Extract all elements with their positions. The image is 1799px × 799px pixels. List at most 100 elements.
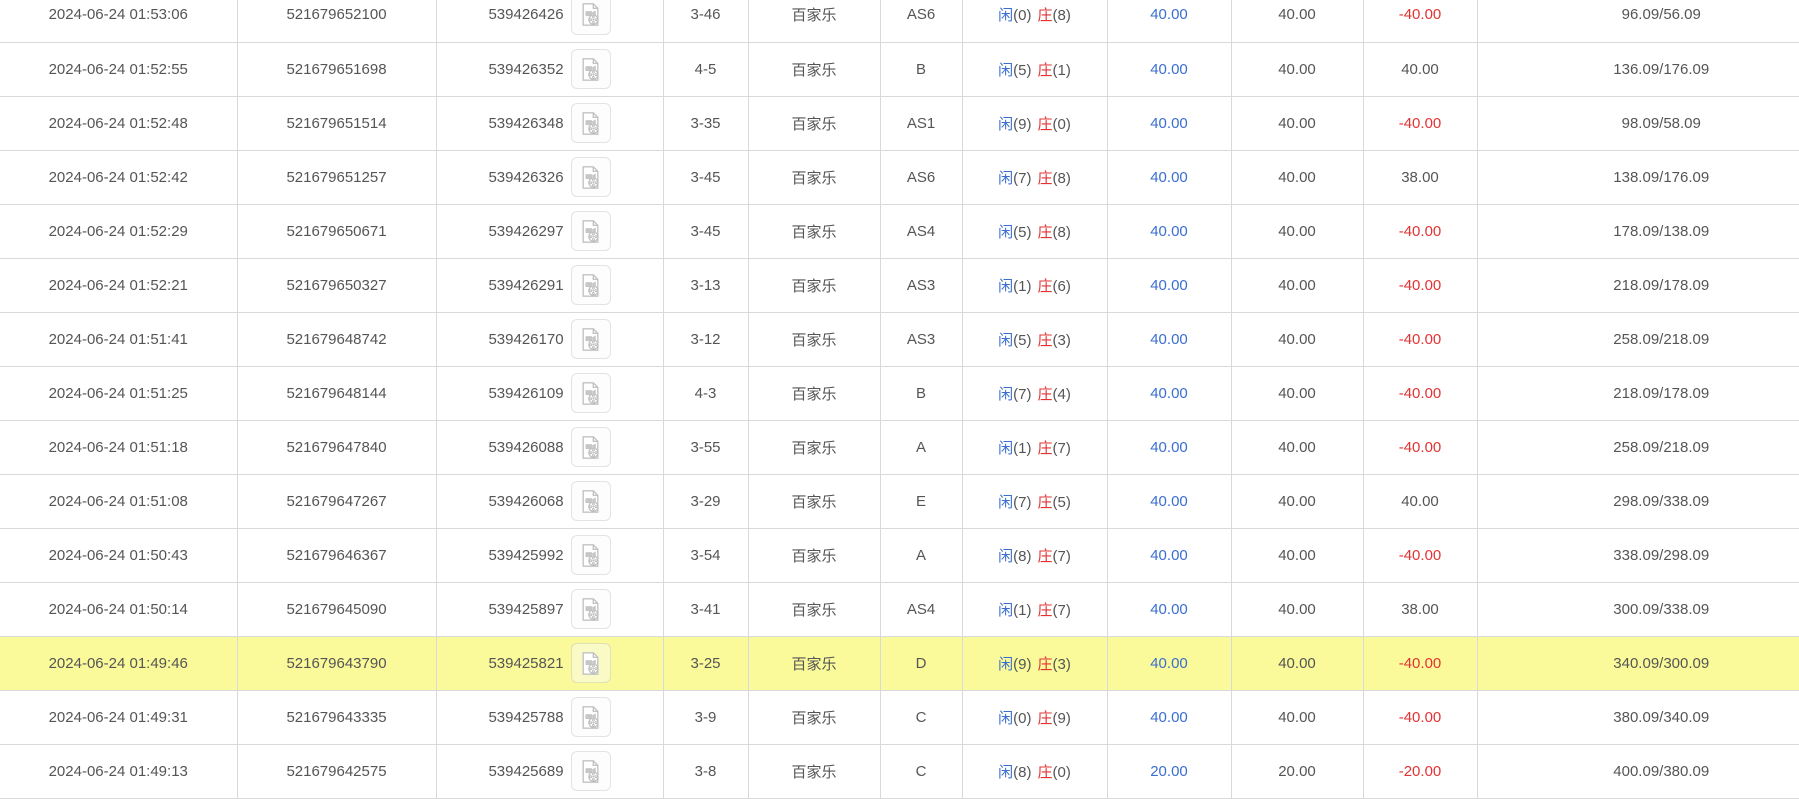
- game-name-text: 百家乐: [791, 115, 837, 133]
- cell-win-loss: -40.00: [1362, 311, 1478, 367]
- cell-table-number: 3-13: [662, 257, 749, 313]
- table-row[interactable]: 2024-06-24 01:53:06 521679652100 5394264…: [0, 0, 1799, 43]
- table-row[interactable]: 2024-06-24 01:50:43 521679646367 5394259…: [0, 527, 1799, 583]
- video-replay-button[interactable]: [570, 157, 611, 197]
- cell-round-number: 539425897: [435, 581, 664, 637]
- cell-game-result: 闲(5) 庄(8): [961, 203, 1108, 259]
- bet-amount-text: 40.00: [1278, 384, 1316, 402]
- win-loss-amount: -40.00: [1398, 222, 1442, 240]
- cell-balance: 300.09/338.09: [1476, 581, 1799, 637]
- banker-label: 庄: [1037, 385, 1053, 403]
- game-name-text: 百家乐: [791, 169, 837, 187]
- cell-order-number: 521679647840: [236, 419, 437, 475]
- cell-game-name: 百家乐: [747, 635, 881, 691]
- table-row[interactable]: 2024-06-24 01:51:25 521679648144 5394261…: [0, 365, 1799, 421]
- table-number-text: 3-35: [690, 114, 721, 132]
- cell-order-number: 521679651514: [236, 95, 437, 151]
- cell-bet-time: 2024-06-24 01:50:43: [0, 527, 238, 583]
- video-replay-button[interactable]: [570, 427, 611, 467]
- table-row[interactable]: 2024-06-24 01:50:14 521679645090 5394258…: [0, 581, 1799, 637]
- table-row[interactable]: 2024-06-24 01:49:13 521679642575 5394256…: [0, 743, 1799, 799]
- cell-table-code: AS6: [879, 149, 963, 205]
- table-code-text: AS3: [906, 330, 936, 348]
- cell-round-number: 539426109: [435, 365, 664, 421]
- video-replay-button[interactable]: [570, 643, 611, 683]
- table-row[interactable]: 2024-06-24 01:52:21 521679650327 5394262…: [0, 257, 1799, 313]
- balance-text: 136.09/176.09: [1613, 60, 1710, 78]
- video-replay-button[interactable]: [570, 211, 611, 251]
- bet-amount-text: 40.00: [1278, 6, 1316, 24]
- cell-valid-bet: 40.00: [1106, 419, 1232, 475]
- video-file-icon: [582, 651, 599, 675]
- table-row[interactable]: 2024-06-24 01:52:42 521679651257 5394263…: [0, 149, 1799, 205]
- valid-bet-amount: 40.00: [1150, 114, 1188, 132]
- cell-game-result: 闲(5) 庄(3): [961, 311, 1108, 367]
- video-replay-button[interactable]: [570, 49, 611, 89]
- video-replay-button[interactable]: [570, 103, 611, 143]
- cell-win-loss: -40.00: [1362, 95, 1478, 151]
- cell-valid-bet: 20.00: [1106, 743, 1232, 799]
- cell-bet-time: 2024-06-24 01:51:08: [0, 473, 238, 529]
- valid-bet-amount: 40.00: [1150, 330, 1188, 348]
- video-replay-button[interactable]: [570, 697, 611, 737]
- order-number-text: 521679647267: [286, 492, 387, 510]
- video-replay-button[interactable]: [570, 481, 611, 521]
- cell-table-code: AS3: [879, 311, 963, 367]
- cell-bet-time: 2024-06-24 01:49:46: [0, 635, 238, 691]
- banker-label: 庄: [1037, 493, 1053, 511]
- cell-game-name: 百家乐: [747, 95, 881, 151]
- video-replay-button[interactable]: [570, 265, 611, 305]
- cell-order-number: 521679645090: [236, 581, 437, 637]
- video-replay-button[interactable]: [570, 0, 611, 35]
- video-replay-button[interactable]: [570, 751, 611, 791]
- table-number-text: 3-8: [694, 762, 717, 780]
- valid-bet-amount: 40.00: [1150, 438, 1188, 456]
- video-file-icon: [582, 705, 599, 729]
- cell-game-result: 闲(7) 庄(8): [961, 149, 1108, 205]
- cell-round-number: 539426068: [435, 473, 664, 529]
- player-score: (7): [1013, 493, 1032, 511]
- table-row[interactable]: 2024-06-24 01:52:29 521679650671 5394262…: [0, 203, 1799, 259]
- round-number-text: 539426291: [488, 276, 564, 294]
- video-replay-button[interactable]: [570, 319, 611, 359]
- win-loss-amount: -40.00: [1398, 654, 1442, 672]
- cell-bet-amount: 20.00: [1230, 743, 1364, 799]
- table-row[interactable]: 2024-06-24 01:51:08 521679647267 5394260…: [0, 473, 1799, 529]
- cell-table-code: AS6: [879, 0, 963, 43]
- cell-bet-time: 2024-06-24 01:52:48: [0, 95, 238, 151]
- banker-label: 庄: [1037, 277, 1053, 295]
- player-score: (5): [1013, 61, 1032, 79]
- player-score: (0): [1013, 7, 1032, 25]
- cell-table-code: D: [879, 635, 963, 691]
- video-replay-button[interactable]: [570, 373, 611, 413]
- table-row[interactable]: 2024-06-24 01:52:55 521679651698 5394263…: [0, 41, 1799, 97]
- player-score: (1): [1013, 439, 1032, 457]
- cell-order-number: 521679647267: [236, 473, 437, 529]
- cell-order-number: 521679648742: [236, 311, 437, 367]
- video-replay-button[interactable]: [570, 535, 611, 575]
- cell-game-result: 闲(9) 庄(3): [961, 635, 1108, 691]
- table-row[interactable]: 2024-06-24 01:49:46 521679643790 5394258…: [0, 635, 1799, 691]
- player-score: (9): [1013, 655, 1032, 673]
- cell-game-name: 百家乐: [747, 0, 881, 43]
- win-loss-amount: -40.00: [1398, 546, 1442, 564]
- video-file-icon: [582, 489, 599, 513]
- table-row[interactable]: 2024-06-24 01:49:31 521679643335 5394257…: [0, 689, 1799, 745]
- valid-bet-amount: 40.00: [1150, 600, 1188, 618]
- table-row[interactable]: 2024-06-24 01:52:48 521679651514 5394263…: [0, 95, 1799, 151]
- table-row[interactable]: 2024-06-24 01:51:41 521679648742 5394261…: [0, 311, 1799, 367]
- cell-valid-bet: 40.00: [1106, 581, 1232, 637]
- bet-time-text: 2024-06-24 01:52:55: [48, 60, 188, 78]
- cell-win-loss: -40.00: [1362, 635, 1478, 691]
- cell-win-loss: -40.00: [1362, 419, 1478, 475]
- win-loss-amount: -40.00: [1398, 384, 1442, 402]
- bet-amount-text: 40.00: [1278, 276, 1316, 294]
- cell-table-number: 3-41: [662, 581, 749, 637]
- table-row[interactable]: 2024-06-24 01:51:18 521679647840 5394260…: [0, 419, 1799, 475]
- order-number-text: 521679650327: [286, 276, 387, 294]
- game-name-text: 百家乐: [791, 763, 837, 781]
- video-replay-button[interactable]: [570, 589, 611, 629]
- table-code-text: D: [915, 654, 927, 672]
- cell-table-number: 3-45: [662, 203, 749, 259]
